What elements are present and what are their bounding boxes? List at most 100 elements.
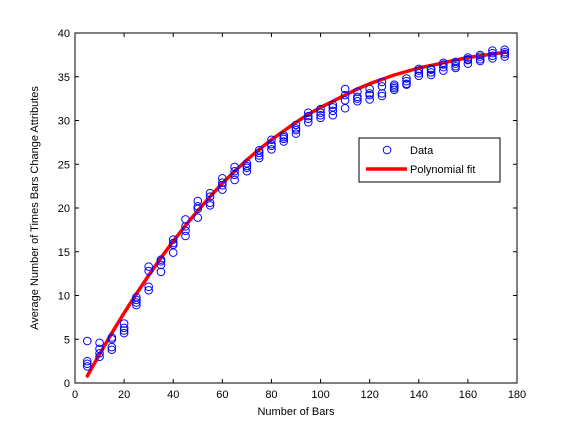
- y-axis-label: Average Number of Times Bars Change Attr…: [29, 86, 41, 330]
- data-point: [291, 129, 301, 138]
- data-layer: [82, 45, 510, 371]
- legend-data-marker: [382, 145, 392, 155]
- data-point: [377, 89, 387, 98]
- data-point: [144, 282, 153, 292]
- x-tick-label: 20: [118, 389, 130, 401]
- legend-box: [358, 137, 501, 183]
- data-point: [488, 54, 497, 63]
- y-tick-label: 40: [58, 28, 70, 40]
- data-point: [95, 352, 104, 362]
- data-point: [144, 262, 153, 271]
- data-point: [451, 57, 460, 67]
- data-point: [365, 89, 374, 98]
- x-tick-label: 120: [360, 389, 378, 401]
- x-tick-label: 160: [459, 389, 477, 401]
- data-point: [500, 45, 510, 54]
- y-tick-label: 15: [58, 247, 70, 259]
- data-point: [291, 120, 301, 130]
- data-point: [193, 204, 203, 214]
- data-point: [119, 319, 129, 328]
- data-point: [377, 77, 387, 87]
- data-point: [267, 139, 276, 149]
- data-point: [303, 108, 313, 117]
- y-tick-label: 20: [58, 203, 70, 215]
- data-point: [205, 192, 215, 201]
- data-point: [451, 61, 460, 71]
- data-point: [340, 103, 350, 113]
- data-point: [205, 198, 215, 208]
- data-point: [488, 48, 497, 58]
- data-point: [82, 359, 92, 369]
- x-tick-label: 80: [265, 389, 277, 401]
- x-tick-label: 100: [311, 389, 329, 401]
- data-point: [328, 106, 338, 116]
- data-point: [439, 60, 448, 69]
- tick-layer: 0 20 40 60 80 100 120 140 160 180 0 5 10 15 20 25 30 35 40: [58, 28, 526, 401]
- x-tick-label: 0: [72, 389, 78, 401]
- data-point: [193, 201, 203, 211]
- data-point: [414, 66, 424, 75]
- x-axis-label: Number of Bars: [257, 406, 335, 418]
- data-point: [303, 117, 313, 127]
- data-point: [402, 79, 411, 89]
- data-point: [353, 96, 362, 106]
- data-point: [132, 295, 141, 305]
- x-tick-label: 140: [410, 389, 428, 401]
- data-point: [353, 94, 362, 103]
- data-point: [316, 110, 325, 120]
- data-point: [181, 231, 190, 241]
- data-point: [144, 266, 153, 276]
- data-point: [119, 323, 129, 333]
- data-point: [475, 56, 485, 66]
- data-point: [132, 298, 141, 307]
- data-point: [426, 70, 436, 80]
- y-tick-label: 5: [64, 334, 70, 346]
- data-point: [107, 345, 117, 355]
- data-point: [488, 51, 497, 61]
- data-point: [193, 213, 203, 222]
- data-point: [414, 68, 424, 78]
- plot-area: [75, 33, 517, 383]
- data-point: [377, 82, 387, 91]
- legend-fit-label: Polynomial fit: [410, 164, 475, 176]
- data-point: [230, 166, 239, 176]
- data-point: [119, 328, 129, 338]
- data-point: [218, 178, 227, 187]
- data-point: [279, 132, 289, 142]
- data-point: [316, 113, 325, 123]
- y-tick-label: 25: [58, 159, 70, 171]
- data-point: [156, 257, 166, 266]
- data-point: [144, 285, 153, 295]
- data-point: [181, 215, 190, 224]
- data-point: [377, 91, 387, 101]
- data-point: [439, 62, 448, 72]
- data-point: [365, 84, 374, 94]
- data-point: [95, 348, 104, 358]
- data-point: [95, 338, 104, 348]
- data-point: [82, 356, 92, 366]
- data-point: [328, 110, 338, 120]
- data-point: [426, 64, 436, 74]
- data-point: [230, 175, 239, 185]
- data-point: [316, 108, 325, 117]
- data-point: [218, 180, 227, 190]
- data-point: [267, 145, 276, 154]
- data-point: [279, 137, 289, 146]
- data-point: [365, 95, 374, 104]
- data-point: [82, 336, 92, 346]
- data-point: [230, 170, 239, 180]
- data-point: [291, 124, 301, 133]
- data-point: [254, 151, 264, 160]
- data-point: [500, 52, 510, 61]
- data-point: [156, 267, 166, 277]
- data-point: [205, 188, 215, 198]
- data-point: [242, 161, 252, 171]
- data-point: [218, 173, 227, 183]
- x-tick-label: 60: [216, 389, 228, 401]
- data-point: [181, 226, 190, 236]
- data-point: [168, 238, 178, 248]
- data-point: [500, 47, 510, 57]
- y-tick-label: 0: [64, 378, 70, 390]
- data-point: [168, 235, 178, 244]
